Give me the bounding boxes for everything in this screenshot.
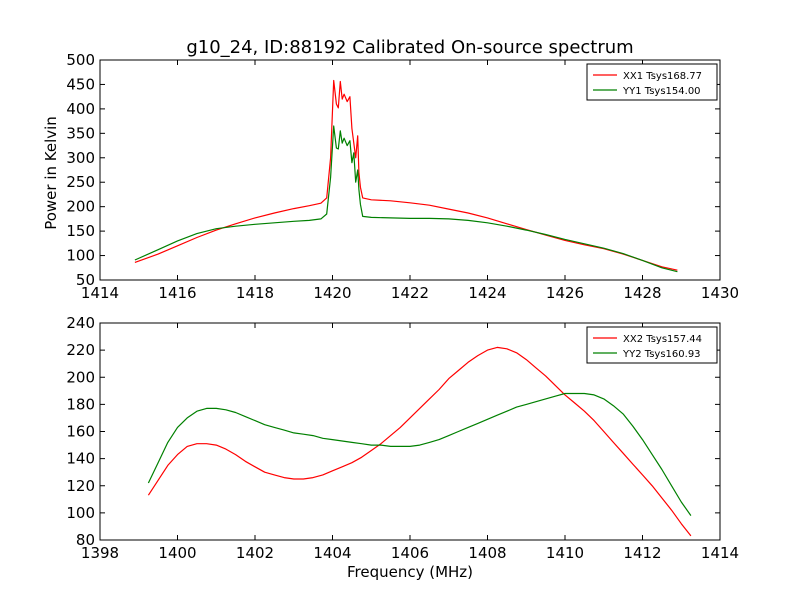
legend-label-1: XX1 Tsys168.77 bbox=[623, 71, 702, 82]
x-tick-label: 1398 bbox=[81, 544, 119, 562]
series-line-2 bbox=[134, 125, 678, 273]
chart-spectrum-1: 1414 1416 1418 1420 1422 1424 1426 1428 1430 50 10… bbox=[66, 51, 739, 302]
legend-label-2: YY2 Tsys160.93 bbox=[622, 349, 701, 360]
y-tick-label: 200 bbox=[66, 198, 95, 216]
y-tick-label: 450 bbox=[66, 75, 95, 93]
x-tick-label: 1430 bbox=[701, 284, 739, 302]
x-tick-label: 1418 bbox=[236, 284, 274, 302]
x-tick-label: 1404 bbox=[313, 544, 351, 562]
legend-label-1: XX2 Tsys157.44 bbox=[623, 334, 702, 345]
y-tick-label: 150 bbox=[66, 222, 95, 240]
y-tick-label: 180 bbox=[66, 395, 95, 413]
x-tick-label: 1414 bbox=[81, 284, 119, 302]
x-tick-label: 1408 bbox=[468, 544, 506, 562]
y-tick-label: 400 bbox=[66, 100, 95, 118]
series-line-1 bbox=[147, 346, 692, 537]
chart-title-1: g10_24, ID:88192 Calibrated On-source sp… bbox=[186, 37, 633, 58]
x-tick-label: 1412 bbox=[623, 544, 661, 562]
y-tick-label: 50 bbox=[76, 271, 95, 289]
x-tick-label: 1416 bbox=[158, 284, 196, 302]
y-tick-label: 100 bbox=[66, 504, 95, 522]
x-tick-label: 1420 bbox=[313, 284, 351, 302]
x-tick-label: 1428 bbox=[623, 284, 661, 302]
legend-box bbox=[586, 326, 718, 364]
x-tick-label: 1400 bbox=[158, 544, 196, 562]
x-tick-label: 1410 bbox=[546, 544, 584, 562]
y-tick-label: 250 bbox=[66, 173, 95, 191]
x-tick-label: 1406 bbox=[391, 544, 429, 562]
y-tick-label: 100 bbox=[66, 247, 95, 265]
y-tick-label: 140 bbox=[66, 450, 95, 468]
x-tick-label: 1424 bbox=[468, 284, 506, 302]
x-tick-label: 1426 bbox=[546, 284, 584, 302]
series-line-2 bbox=[147, 392, 692, 516]
x-tick-label: 1402 bbox=[236, 544, 274, 562]
y-tick-label: 220 bbox=[66, 341, 95, 359]
y-tick-label: 80 bbox=[76, 531, 95, 549]
legend-label-2: YY1 Tsys154.00 bbox=[622, 86, 701, 97]
y-tick-label: 120 bbox=[66, 477, 95, 495]
y-tick-label: 200 bbox=[66, 368, 95, 386]
x-tick-label: 1422 bbox=[391, 284, 429, 302]
y-tick-label: 350 bbox=[66, 124, 95, 142]
x-axis-title-2: Frequency (MHz) bbox=[347, 563, 473, 581]
legend-box bbox=[586, 63, 718, 101]
y-tick-label: 300 bbox=[66, 149, 95, 167]
y-tick-label: 160 bbox=[66, 423, 95, 441]
chart-spectrum-2: 1398 1400 1402 1404 1406 1408 1410 1412 1414 80 10… bbox=[66, 314, 739, 562]
y-tick-label: 500 bbox=[66, 51, 95, 69]
x-tick-label: 1414 bbox=[701, 544, 739, 562]
y-tick-label: 240 bbox=[66, 314, 95, 332]
y-axis-title-1: Power in Kelvin bbox=[42, 116, 60, 230]
